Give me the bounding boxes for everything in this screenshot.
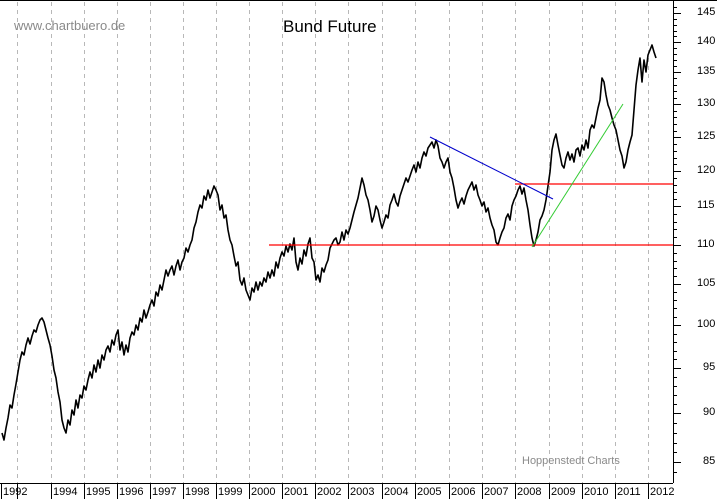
x-tick-label: 2004 (384, 486, 409, 498)
x-tick-label: 2006 (451, 486, 476, 498)
downtrend-line (429, 136, 554, 200)
y-axis-ticks (673, 13, 681, 463)
x-tick-label: 2011 (617, 486, 641, 498)
y-axis-minor-ticks (673, 7, 677, 473)
x-tick-label: 2002 (317, 486, 342, 498)
vertical-gridlines (17, 2, 649, 483)
x-axis-ticks (1, 483, 649, 499)
x-tick-label: 1997 (152, 486, 177, 498)
y-tick-label: 95 (703, 361, 716, 373)
x-tick-label: 2007 (484, 486, 509, 498)
x-tick-label: 2010 (584, 486, 609, 498)
credit-text: Hoppenstedt Charts (522, 455, 620, 467)
x-tick-label: 2003 (350, 486, 375, 498)
y-tick-label: 100 (697, 318, 716, 330)
x-tick-label: 1992 (3, 486, 28, 498)
x-tick-label: 1996 (119, 486, 144, 498)
x-tick-label: 2009 (551, 486, 576, 498)
uptrend-line (531, 103, 624, 248)
y-tick-label: 115 (697, 199, 715, 211)
x-tick-label: 2012 (650, 486, 675, 498)
y-tick-label: 130 (697, 97, 716, 109)
y-tick-label: 85 (703, 455, 716, 467)
price-line (1, 44, 657, 441)
y-tick-label: 105 (697, 277, 716, 289)
chart-title: Bund Future (283, 17, 377, 36)
y-tick-label: 125 (697, 130, 716, 142)
x-tick-label: 1999 (218, 486, 243, 498)
watermark-text: www.chartbuero.de (14, 18, 126, 33)
y-tick-label: 110 (697, 238, 715, 250)
x-tick-label: 1998 (185, 486, 210, 498)
y-tick-label: 135 (697, 65, 716, 77)
x-tick-label: 2001 (284, 486, 309, 498)
x-tick-label: 1994 (53, 486, 78, 498)
y-tick-label: 120 (697, 164, 716, 176)
x-tick-label: 2008 (517, 486, 542, 498)
y-tick-label: 90 (703, 406, 716, 418)
y-tick-label: 145 (697, 6, 716, 18)
y-tick-label: 140 (697, 35, 716, 47)
x-tick-label: 1995 (86, 486, 111, 498)
x-tick-label: 2005 (417, 486, 442, 498)
x-tick-label: 2000 (251, 486, 276, 498)
